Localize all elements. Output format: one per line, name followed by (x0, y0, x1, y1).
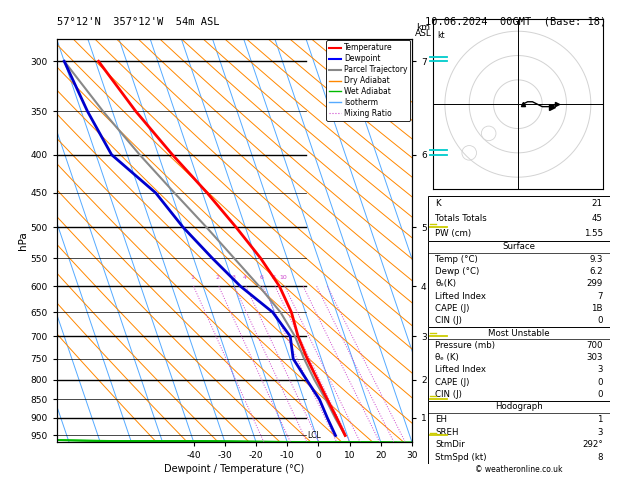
Text: CAPE (J): CAPE (J) (435, 304, 469, 313)
Text: LCL: LCL (307, 431, 321, 440)
Text: Dewp (°C): Dewp (°C) (435, 267, 479, 276)
Text: SREH: SREH (435, 428, 459, 437)
Text: StmSpd (kt): StmSpd (kt) (435, 453, 486, 462)
Text: Lifted Index: Lifted Index (435, 292, 486, 301)
Text: 1: 1 (597, 415, 603, 424)
Text: 21: 21 (592, 199, 603, 208)
Text: Pressure (mb): Pressure (mb) (435, 341, 495, 350)
Text: PW (cm): PW (cm) (435, 229, 471, 238)
X-axis label: Dewpoint / Temperature (°C): Dewpoint / Temperature (°C) (164, 465, 304, 474)
Text: 0: 0 (597, 316, 603, 325)
Text: 6: 6 (260, 276, 264, 280)
Text: Totals Totals: Totals Totals (435, 214, 487, 223)
Text: 1B: 1B (591, 304, 603, 313)
Text: 2: 2 (216, 276, 220, 280)
Text: 4: 4 (243, 276, 247, 280)
Text: 292°: 292° (582, 440, 603, 449)
Y-axis label: hPa: hPa (18, 231, 28, 250)
Text: Lifted Index: Lifted Index (435, 365, 486, 375)
Text: 3: 3 (597, 365, 603, 375)
Text: 1: 1 (191, 276, 194, 280)
Text: 299: 299 (586, 279, 603, 288)
Text: km: km (416, 22, 430, 32)
Text: 0: 0 (597, 378, 603, 387)
Text: CIN (J): CIN (J) (435, 316, 462, 325)
Text: 57°12'N  357°12'W  54m ASL: 57°12'N 357°12'W 54m ASL (57, 17, 219, 27)
Text: Surface: Surface (503, 243, 535, 251)
Text: Most Unstable: Most Unstable (488, 329, 550, 338)
Text: kt: kt (438, 31, 445, 40)
Text: 8: 8 (272, 276, 276, 280)
Text: © weatheronline.co.uk: © weatheronline.co.uk (475, 465, 562, 474)
Text: Temp (°C): Temp (°C) (435, 255, 478, 264)
Text: 45: 45 (592, 214, 603, 223)
Text: 1.55: 1.55 (584, 229, 603, 238)
Text: StmDir: StmDir (435, 440, 465, 449)
Text: θₑ(K): θₑ(K) (435, 279, 456, 288)
Text: CAPE (J): CAPE (J) (435, 378, 469, 387)
Text: 303: 303 (586, 353, 603, 362)
Text: CIN (J): CIN (J) (435, 390, 462, 399)
Text: EH: EH (435, 415, 447, 424)
Text: 6.2: 6.2 (589, 267, 603, 276)
Text: 0: 0 (597, 390, 603, 399)
Text: 3: 3 (597, 428, 603, 437)
Text: 9.3: 9.3 (589, 255, 603, 264)
Text: K: K (435, 199, 441, 208)
Text: Hodograph: Hodograph (495, 402, 543, 412)
Text: 10.06.2024  00GMT  (Base: 18): 10.06.2024 00GMT (Base: 18) (425, 17, 606, 27)
Text: 10: 10 (280, 276, 287, 280)
Legend: Temperature, Dewpoint, Parcel Trajectory, Dry Adiabat, Wet Adiabat, Isotherm, Mi: Temperature, Dewpoint, Parcel Trajectory… (326, 40, 411, 121)
Text: 3: 3 (231, 276, 235, 280)
Text: ASL: ASL (415, 29, 431, 38)
Text: 700: 700 (586, 341, 603, 350)
Text: 8: 8 (597, 453, 603, 462)
Text: θₑ (K): θₑ (K) (435, 353, 459, 362)
Text: 7: 7 (597, 292, 603, 301)
